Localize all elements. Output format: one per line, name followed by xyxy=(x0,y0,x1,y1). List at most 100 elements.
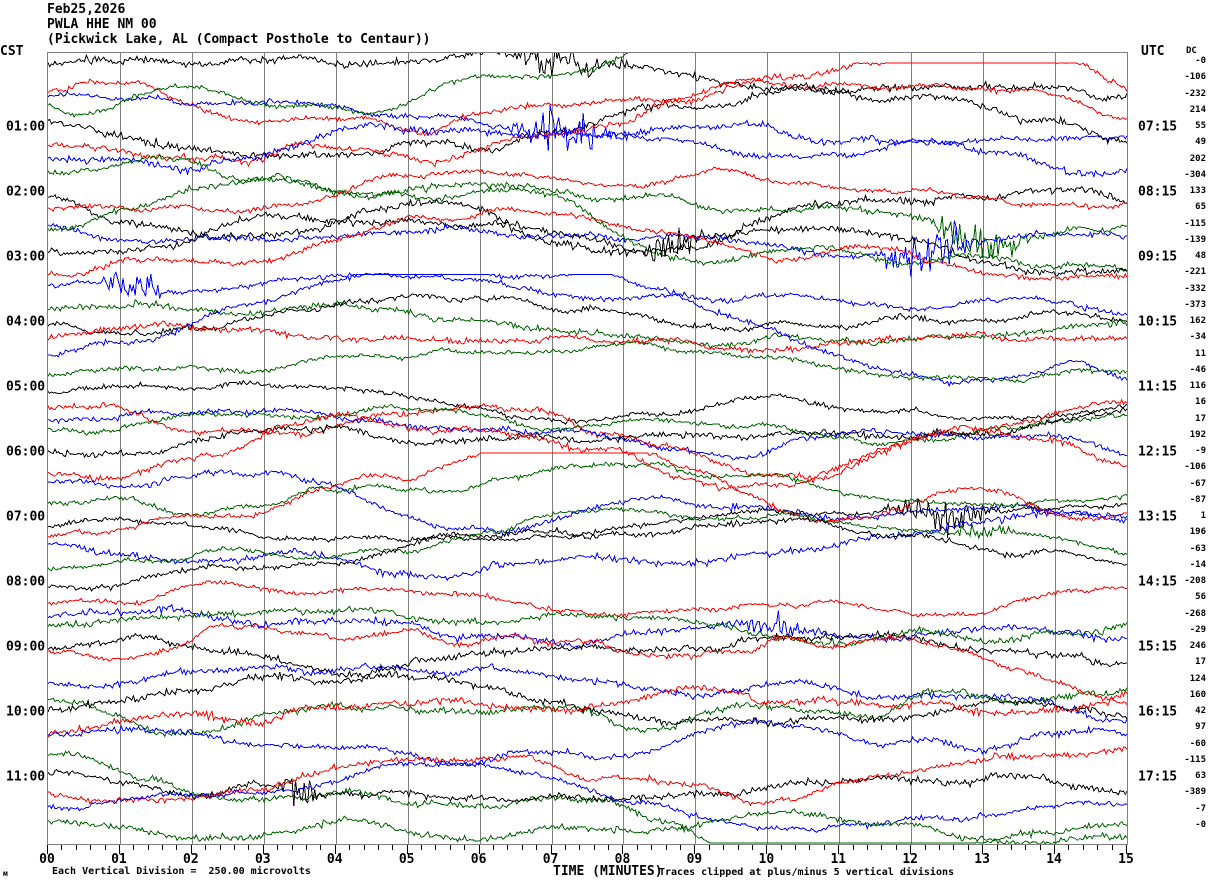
tick-minor xyxy=(349,845,351,850)
cst-hour-label-0400: 04:00 xyxy=(6,314,46,330)
header-date: Feb25,2026 xyxy=(47,2,126,17)
seismic-trace xyxy=(48,750,1127,844)
x-tick-label-02: 02 xyxy=(183,852,199,867)
seismic-trace xyxy=(48,119,1127,178)
tick-minor xyxy=(795,845,797,850)
header-site: (Pickwick Lake, AL (Compact Posthole to … xyxy=(47,32,431,47)
gridline-minute-05 xyxy=(407,53,409,844)
tick-major xyxy=(47,845,48,854)
x-tick-label-09: 09 xyxy=(686,852,703,867)
helicorder-plot[interactable] xyxy=(47,52,1128,845)
seismic-trace xyxy=(48,211,1127,277)
tick-minor xyxy=(593,845,595,850)
tick-minor xyxy=(651,845,653,850)
utc-hour-label-1615: 16:15 xyxy=(1138,704,1178,720)
tick-minor xyxy=(377,845,379,850)
cst-hour-label-0200: 02:00 xyxy=(6,184,46,200)
seismic-trace xyxy=(48,716,1127,767)
tick-minor xyxy=(953,845,955,850)
gridline-minute-11 xyxy=(839,53,841,844)
utc-hour-label-1215: 12:15 xyxy=(1138,444,1178,460)
tick-minor xyxy=(1025,845,1027,850)
x-tick-label-03: 03 xyxy=(254,852,271,867)
tick-major xyxy=(190,845,192,854)
cst-hour-label-0900: 09:00 xyxy=(6,639,46,655)
cst-hour-label-0100: 01:00 xyxy=(6,119,46,135)
x-axis-title: TIME (MINUTES) xyxy=(553,864,663,879)
tick-minor xyxy=(464,845,466,850)
tick-minor xyxy=(363,845,365,850)
tick-minor xyxy=(780,845,782,850)
x-tick-label-11: 11 xyxy=(830,852,847,867)
tick-minor xyxy=(162,845,164,850)
seismic-trace xyxy=(48,662,1127,724)
tick-minor xyxy=(176,845,178,850)
utc-hour-label-1115: 11:15 xyxy=(1138,379,1178,395)
seismic-trace xyxy=(48,407,1127,461)
seismic-trace xyxy=(48,299,1127,350)
gridline-minute-14 xyxy=(1055,53,1057,844)
seismic-trace xyxy=(48,293,1127,337)
tick-major xyxy=(118,845,120,854)
tick-minor xyxy=(1068,845,1070,850)
tick-minor xyxy=(507,845,509,850)
tick-minor xyxy=(147,845,149,850)
tick-minor xyxy=(938,845,940,850)
seismic-trace xyxy=(48,506,1127,572)
tick-major xyxy=(1054,845,1056,854)
seismic-trace xyxy=(48,508,1127,582)
seismic-trace xyxy=(48,410,1127,492)
utc-hour-label-1015: 10:15 xyxy=(1138,314,1178,330)
utc-hour-label-1515: 15:15 xyxy=(1138,639,1178,655)
tick-minor xyxy=(636,845,638,850)
seismic-trace xyxy=(48,516,1127,593)
seismic-trace xyxy=(48,81,1127,160)
tick-minor xyxy=(751,845,753,850)
tick-minor xyxy=(564,845,566,850)
tick-minor xyxy=(219,845,221,850)
gridline-minute-07 xyxy=(551,53,553,844)
cst-hour-label-1100: 11:00 xyxy=(6,769,46,785)
seismic-trace xyxy=(48,461,1127,517)
tick-major xyxy=(406,845,408,854)
cst-hour-label-0600: 06:00 xyxy=(6,444,46,460)
tick-minor xyxy=(449,845,451,850)
tick-minor xyxy=(579,845,581,850)
tick-major xyxy=(838,845,840,854)
tick-minor xyxy=(881,845,883,850)
tick-major xyxy=(982,845,984,854)
seismic-trace xyxy=(48,340,1127,384)
trace-layer xyxy=(48,53,1127,844)
x-tick-label-01: 01 xyxy=(111,852,127,867)
cst-hour-label-1000: 10:00 xyxy=(6,704,46,720)
tick-major xyxy=(262,845,264,854)
gridline-minute-03 xyxy=(263,53,265,844)
left-timezone-label: CST xyxy=(0,44,24,59)
tick-minor xyxy=(967,845,969,850)
seismic-trace xyxy=(48,452,1127,539)
tick-minor xyxy=(492,845,494,850)
seismic-trace xyxy=(48,403,1127,447)
cst-hour-label-0700: 07:00 xyxy=(6,509,46,525)
tick-major xyxy=(694,845,696,854)
tick-minor xyxy=(392,845,394,850)
x-tick-label-05: 05 xyxy=(398,852,415,867)
tick-minor xyxy=(1010,845,1012,850)
tick-minor xyxy=(205,845,207,850)
x-tick-label-08: 08 xyxy=(614,852,631,867)
cst-hour-label-0800: 08:00 xyxy=(6,574,46,590)
tick-minor xyxy=(723,845,725,850)
gridline-minute-04 xyxy=(335,53,337,844)
footer-corner-mark: м xyxy=(3,869,8,878)
tick-minor xyxy=(536,845,538,850)
seismic-trace xyxy=(48,684,1127,738)
seismic-trace xyxy=(48,398,1127,485)
seismic-trace xyxy=(48,185,1127,258)
tick-minor xyxy=(823,845,825,850)
tick-minor xyxy=(708,845,710,850)
gridline-minute-02 xyxy=(191,53,193,844)
seismic-trace xyxy=(48,273,1127,388)
tick-minor xyxy=(680,845,681,850)
tick-minor xyxy=(1039,845,1041,850)
gridline-minute-08 xyxy=(623,53,625,844)
